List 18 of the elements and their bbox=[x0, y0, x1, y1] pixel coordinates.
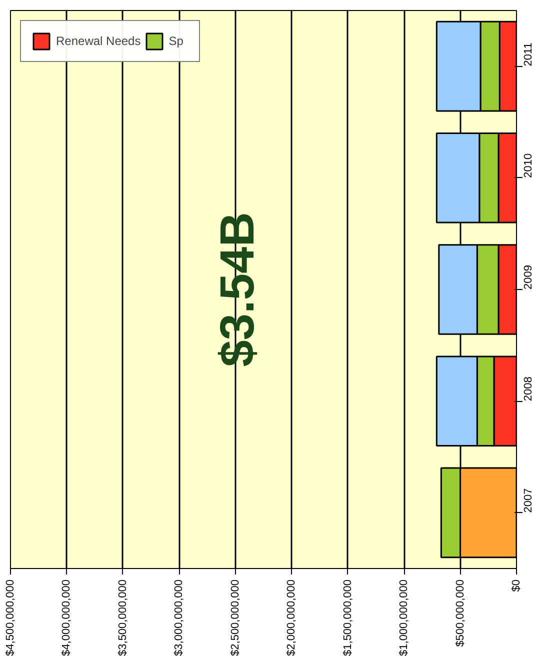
y-tick-label: 2007 bbox=[522, 488, 534, 513]
y-tick-label: 2011 bbox=[522, 42, 534, 66]
x-tick-label: $1,000,000,000 bbox=[398, 579, 410, 656]
x-tick-label: $1,500,000,000 bbox=[342, 579, 354, 656]
annotation: $3.54B bbox=[212, 212, 265, 367]
x-tick-label: $4,000,000,000 bbox=[60, 579, 73, 656]
x-tick-label: $2,500,000,000 bbox=[229, 579, 242, 656]
y-tick-label: 2009 bbox=[522, 265, 534, 290]
legend-label: Sp bbox=[168, 34, 184, 48]
x-tick-label: $0 bbox=[510, 579, 522, 592]
y-tick-label: 2010 bbox=[522, 153, 534, 178]
x-tick-label: $3,000,000,000 bbox=[173, 579, 186, 656]
x-tick-label: $3,500,000,000 bbox=[116, 579, 129, 656]
x-tick-label: $4,500,000,000 bbox=[4, 579, 16, 656]
y-tick-label: 2008 bbox=[522, 376, 534, 402]
legend-label: Renewal Needs bbox=[56, 34, 141, 48]
x-tick-label: $500,000,000 bbox=[454, 579, 466, 647]
x-tick-label: $2,000,000,000 bbox=[286, 579, 298, 656]
